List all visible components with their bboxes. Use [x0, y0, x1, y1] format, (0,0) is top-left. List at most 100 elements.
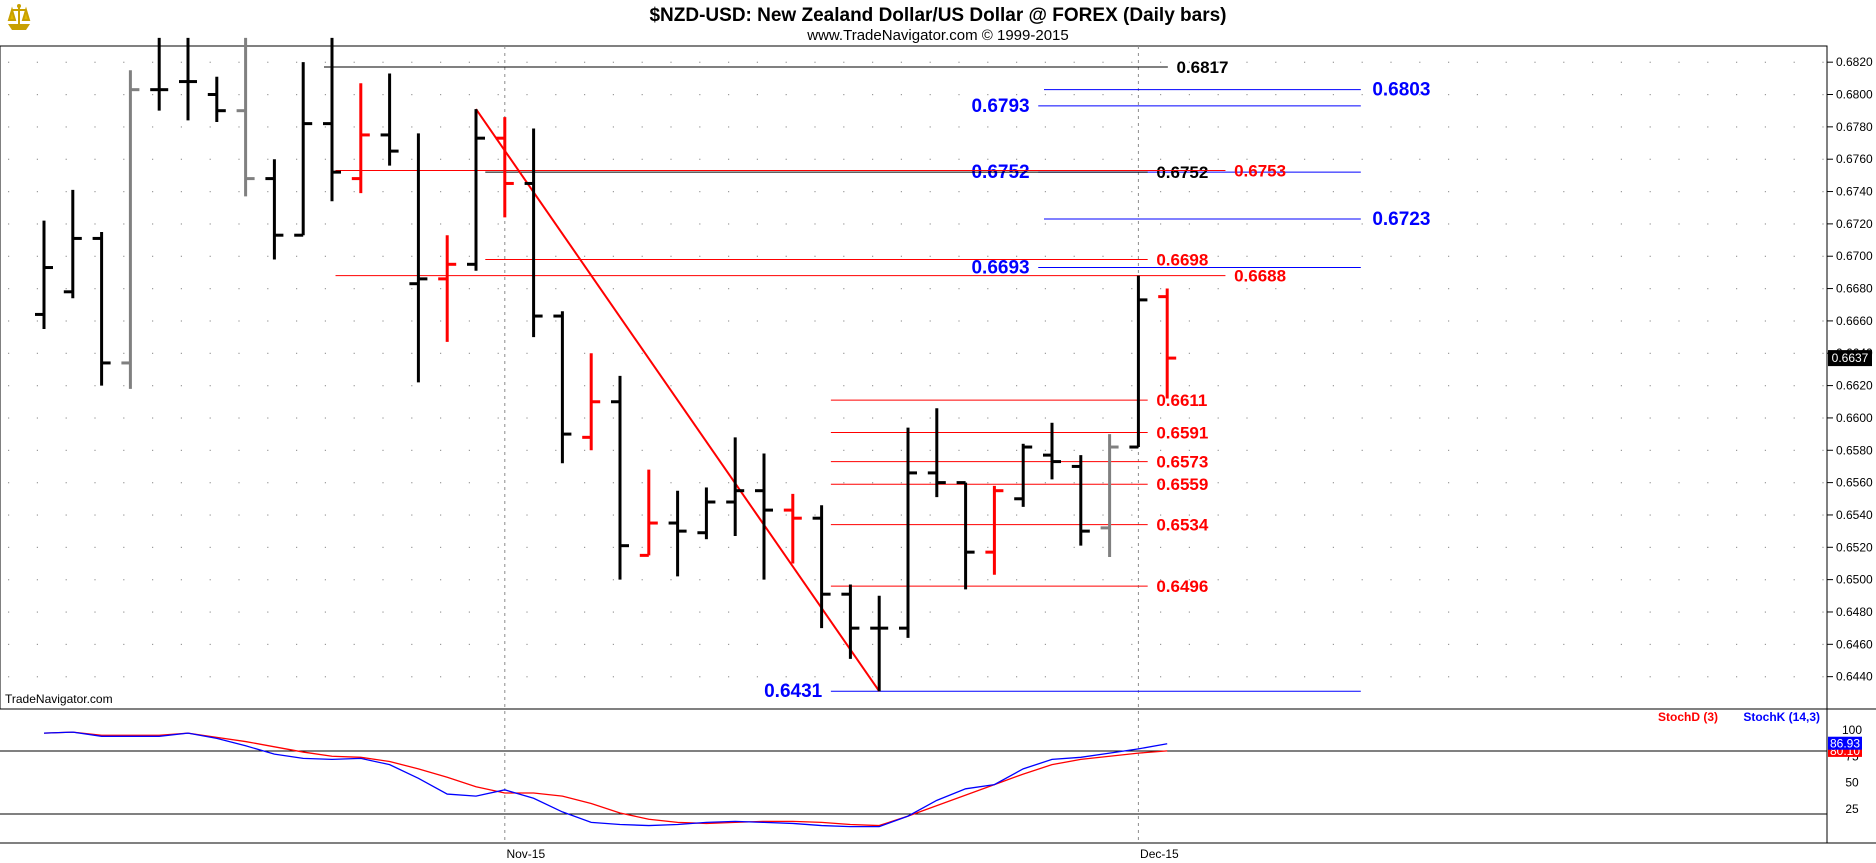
grid-dot: [1764, 514, 1766, 516]
grid-dot: [65, 158, 67, 160]
grid-dot: [555, 352, 557, 354]
grid-dot: [1390, 255, 1392, 257]
grid-dot: [267, 223, 269, 225]
grid-dot: [1390, 61, 1392, 63]
grid-dot: [209, 255, 211, 257]
grid-dot: [497, 94, 499, 96]
grid-dot: [440, 158, 442, 160]
grid-dot: [929, 449, 931, 451]
grid-dot: [382, 579, 384, 581]
grid-dot: [1476, 191, 1478, 193]
grid-dot: [814, 191, 816, 193]
grid-dot: [36, 352, 38, 354]
grid-dot: [1563, 482, 1565, 484]
grid-dot: [641, 223, 643, 225]
grid-dot: [1793, 482, 1795, 484]
grid-dot: [1534, 191, 1536, 193]
grid-dot: [1678, 158, 1680, 160]
price-panel-frame: [0, 45, 1828, 710]
grid-dot: [843, 643, 845, 646]
grid-dot: [1448, 579, 1450, 581]
grid-dot: [987, 352, 989, 354]
grid-dot: [929, 352, 931, 354]
grid-dot: [1476, 61, 1478, 63]
grid-dot: [440, 611, 442, 613]
grid-dot: [296, 126, 298, 128]
grid-dot: [1678, 126, 1680, 128]
grid-dot: [1649, 223, 1651, 225]
grid-dot: [65, 61, 67, 63]
grid-dot: [8, 546, 10, 548]
ohlc-bar: [467, 109, 485, 271]
grid-dot: [1275, 158, 1277, 160]
grid-dot: [1131, 320, 1133, 322]
grid-dot: [94, 94, 96, 96]
grid-dot: [1044, 546, 1046, 548]
stoch-tick-label: 100: [1842, 723, 1862, 737]
grid-dot: [1534, 352, 1536, 354]
grid-dot: [1044, 158, 1046, 160]
grid-dot: [584, 158, 586, 160]
grid-dot: [1044, 417, 1046, 419]
grid-dot: [1620, 417, 1622, 419]
grid-dot: [1332, 126, 1334, 128]
grid-dot: [1592, 158, 1594, 160]
grid-dot: [1764, 288, 1766, 290]
grid-dot: [36, 611, 38, 613]
grid-dot: [1016, 191, 1018, 193]
grid-dot: [1073, 126, 1075, 128]
chart-title: $NZD-USD: New Zealand Dollar/US Dollar @…: [649, 5, 1226, 26]
grid-dot: [353, 643, 355, 646]
grid-dot: [1275, 223, 1277, 225]
grid-dot: [699, 223, 701, 225]
grid-dot: [1160, 482, 1162, 484]
grid-dot: [785, 191, 787, 193]
grid-dot: [1620, 191, 1622, 193]
grid-dot: [1822, 288, 1824, 290]
grid-dot: [1016, 643, 1018, 646]
grid-dot: [123, 94, 125, 96]
grid-dot: [468, 417, 470, 419]
grid-dot: [65, 417, 67, 419]
grid-dot: [1736, 255, 1738, 257]
grid-dot: [1822, 546, 1824, 548]
grid-dot: [1304, 191, 1306, 193]
grid-dot: [1275, 579, 1277, 581]
grid-dot: [440, 320, 442, 322]
grid-dot: [152, 94, 154, 96]
watermark: TradeNavigator.com: [5, 692, 113, 706]
grid-dot: [1044, 611, 1046, 613]
grid-dot: [209, 288, 211, 290]
grid-dot: [612, 191, 614, 193]
ohlc-bar: [380, 73, 399, 166]
grid-dot: [987, 676, 989, 678]
grid-dot: [353, 579, 355, 581]
grid-dot: [1217, 579, 1219, 581]
grid-dot: [987, 61, 989, 63]
grid-dot: [1563, 94, 1565, 96]
grid-dot: [353, 449, 355, 451]
grid-dot: [1217, 158, 1219, 160]
grid-dot: [1160, 611, 1162, 613]
ohlc-bar: [697, 487, 716, 540]
grid-dot: [1764, 482, 1766, 484]
stoch-tick-label: 50: [1845, 776, 1859, 790]
grid-dot: [209, 385, 211, 387]
grid-dot: [1246, 417, 1248, 419]
grid-dot: [497, 546, 499, 548]
grid-dot: [324, 61, 326, 63]
grid-dot: [497, 288, 499, 290]
grid-dot: [900, 320, 902, 322]
grid-dot: [1649, 126, 1651, 128]
grid-dot: [814, 94, 816, 96]
grid-dot: [1822, 579, 1824, 581]
grid-dot: [1390, 482, 1392, 484]
grid-dot: [1275, 352, 1277, 354]
grid-dot: [8, 126, 10, 128]
grid-dot: [1448, 643, 1450, 646]
stoch-line: [43, 731, 1168, 827]
grid-dot: [152, 417, 154, 419]
grid-dot: [1073, 223, 1075, 225]
grid-dot: [1448, 449, 1450, 451]
grid-dot: [872, 223, 874, 225]
